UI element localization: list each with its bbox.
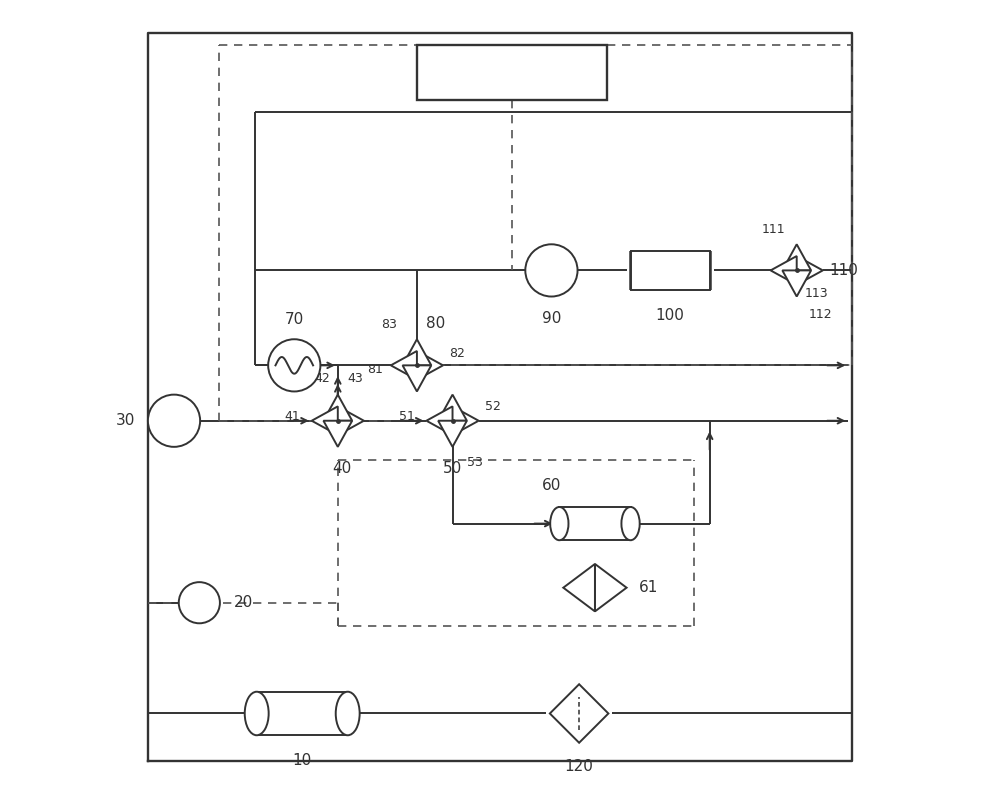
Polygon shape [563, 564, 595, 611]
Circle shape [179, 582, 220, 623]
Circle shape [268, 339, 320, 391]
Text: 113: 113 [805, 287, 828, 300]
Text: 61: 61 [638, 580, 658, 596]
Text: 50: 50 [443, 461, 462, 476]
Polygon shape [797, 256, 823, 285]
Polygon shape [323, 395, 352, 421]
Bar [417, 45, 607, 100]
Polygon shape [312, 407, 338, 435]
Polygon shape [595, 564, 627, 611]
Polygon shape [782, 271, 811, 296]
Text: 100: 100 [656, 307, 685, 322]
Text: 51: 51 [399, 410, 415, 423]
Polygon shape [426, 407, 453, 435]
Text: 42: 42 [314, 372, 330, 385]
Text: 111: 111 [761, 223, 785, 237]
Polygon shape [438, 421, 467, 447]
Bar [257, 692, 348, 735]
Text: 82: 82 [449, 347, 465, 360]
Text: 130: 130 [495, 64, 529, 82]
Circle shape [525, 245, 578, 296]
Ellipse shape [621, 507, 640, 540]
Polygon shape [550, 684, 608, 742]
Polygon shape [323, 421, 352, 447]
Text: 43: 43 [347, 372, 363, 385]
Text: 120: 120 [565, 758, 594, 773]
Text: 53: 53 [467, 457, 483, 469]
Text: 60: 60 [542, 478, 561, 493]
Bar [631, 251, 710, 290]
Circle shape [148, 395, 200, 447]
Polygon shape [782, 245, 811, 271]
Text: 40: 40 [332, 461, 351, 476]
Text: 41: 41 [284, 410, 300, 423]
Text: 80: 80 [426, 316, 446, 331]
Text: 20: 20 [234, 596, 253, 611]
Polygon shape [771, 256, 797, 285]
Ellipse shape [245, 692, 269, 735]
Ellipse shape [336, 692, 360, 735]
Polygon shape [403, 339, 431, 365]
Ellipse shape [550, 507, 568, 540]
Polygon shape [417, 351, 443, 380]
Text: 30: 30 [116, 413, 135, 428]
Text: 81: 81 [367, 363, 383, 376]
Polygon shape [403, 365, 431, 391]
Text: 52: 52 [485, 400, 501, 413]
Text: 10: 10 [293, 753, 312, 768]
Text: 83: 83 [381, 318, 397, 331]
Polygon shape [338, 407, 364, 435]
Polygon shape [453, 407, 479, 435]
Polygon shape [438, 395, 467, 421]
Text: 112: 112 [809, 308, 832, 322]
Bar [559, 507, 631, 540]
Text: 110: 110 [829, 263, 858, 278]
Text: 90: 90 [542, 310, 561, 326]
Polygon shape [391, 351, 417, 380]
Text: 70: 70 [285, 311, 304, 326]
